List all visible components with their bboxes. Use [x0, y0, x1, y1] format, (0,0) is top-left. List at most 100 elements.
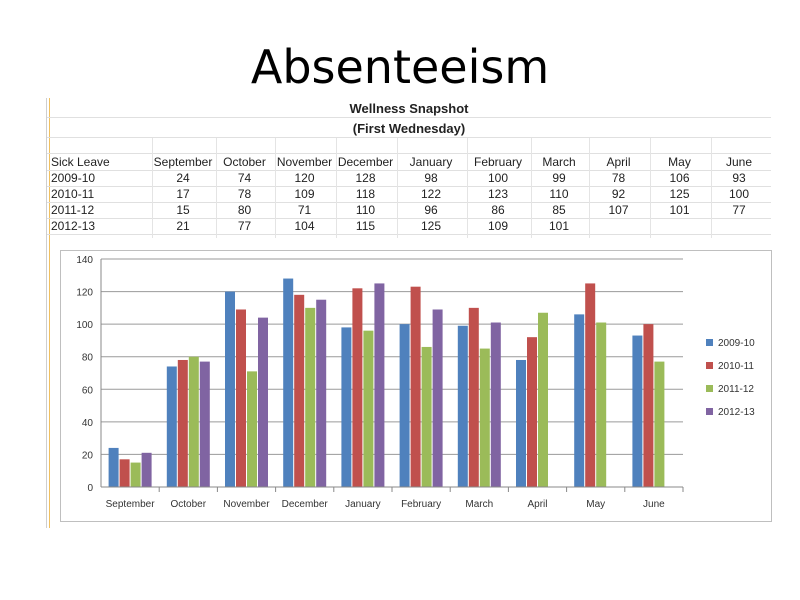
x-tick-label: December: [282, 499, 329, 510]
corner-label: Sick Leave: [51, 155, 110, 169]
row-label: 2012-13: [51, 219, 96, 233]
table-cell: [649, 218, 710, 234]
table-cell: 128: [355, 171, 376, 185]
y-tick-label: 80: [82, 353, 94, 364]
month-header: October: [223, 155, 266, 169]
table-cell: 92: [611, 187, 626, 201]
bar: [188, 356, 199, 487]
table-cell: 99: [552, 171, 566, 185]
x-tick-label: September: [106, 499, 156, 510]
table-cell: 100: [728, 187, 750, 201]
table-cell: 106: [669, 171, 690, 185]
table-cell: 125: [669, 187, 690, 201]
bar: [108, 447, 119, 487]
bar: [316, 299, 327, 487]
bar: [199, 361, 210, 487]
spreadsheet: Wellness Snapshot (First Wednesday) Sick…: [46, 98, 772, 528]
table-cell: 24: [176, 171, 190, 185]
table-cell: 86: [491, 203, 505, 217]
table-cell: 123: [487, 187, 509, 201]
bar: [432, 309, 443, 487]
bar: [654, 361, 665, 487]
table-cell: 109: [487, 219, 509, 233]
bar: [516, 359, 526, 487]
table-cell: 107: [608, 203, 629, 217]
x-tick-label: February: [401, 499, 441, 510]
legend-swatch: [706, 362, 713, 369]
month-header: December: [337, 155, 394, 169]
x-tick-label: October: [171, 499, 207, 510]
table-cell: 77: [732, 203, 746, 217]
bar: [374, 283, 385, 487]
legend-label: 2009-10: [718, 338, 755, 349]
table-cell: 109: [294, 187, 315, 201]
bar: [399, 324, 410, 487]
table-cell: 120: [294, 171, 315, 185]
table-cell: 98: [424, 171, 438, 185]
y-tick-label: 20: [82, 450, 94, 461]
slide-title: Absenteeism: [250, 40, 550, 94]
data-table: Sick Leave September October November De…: [51, 154, 768, 234]
table-cell: 80: [237, 203, 252, 217]
table-cell: 17: [176, 187, 190, 201]
x-tick-label: June: [643, 499, 665, 510]
month-header: September: [153, 155, 213, 169]
table-cell: 110: [549, 187, 569, 201]
table-cell: 78: [237, 187, 252, 201]
table-cell: 110: [355, 203, 376, 217]
bar: [352, 288, 363, 487]
table-cell: 101: [548, 219, 570, 233]
legend-swatch: [706, 408, 713, 415]
bar: [643, 324, 654, 487]
month-header: February: [473, 155, 523, 169]
bar: [258, 317, 268, 487]
table-cell: 77: [237, 219, 252, 233]
bar: [177, 359, 188, 487]
table-cell: 104: [294, 219, 315, 233]
table-cell: 74: [237, 171, 252, 185]
bar: [119, 459, 130, 487]
bar: [341, 327, 352, 487]
row-label: 2009-10: [51, 171, 96, 185]
bar: [294, 294, 305, 487]
table-cell: [588, 218, 649, 234]
month-header: November: [276, 155, 333, 169]
row-label: 2011-12: [51, 203, 95, 217]
chart-area: 0 20 40 60 80 100 120 140 September October Novemb…: [60, 250, 772, 522]
bar-chart: 0 20 40 60 80 100 120 140 September October Novemb…: [76, 255, 755, 510]
table-header-row: Sick Leave September October November De…: [51, 154, 768, 170]
bar: [305, 307, 316, 487]
table-cell: 21: [176, 219, 190, 233]
y-tick-label: 40: [82, 418, 94, 429]
y-tick-label: 140: [76, 255, 93, 266]
bar: [247, 371, 257, 487]
bar: [538, 312, 548, 487]
bar: [130, 462, 141, 487]
bar: [596, 322, 607, 487]
legend-label: 2010-11: [718, 361, 754, 372]
table-cell: 118: [355, 187, 376, 201]
bar: [363, 330, 374, 487]
y-tick-label: 120: [76, 288, 93, 299]
month-header: June: [725, 155, 753, 169]
bar: [457, 325, 468, 487]
row-label: 2010-11: [51, 187, 95, 201]
bar: [479, 348, 490, 487]
y-tick-label: 60: [82, 385, 94, 396]
x-tick-label: May: [586, 499, 605, 510]
sheet-subtitle: (First Wednesday): [352, 121, 466, 136]
month-header: January: [409, 155, 453, 169]
table-cell: 100: [487, 171, 509, 185]
table-cell: 15: [176, 203, 190, 217]
table-row: 2012-13 21 77 104 115 125 109 101: [51, 218, 768, 234]
legend-swatch: [706, 339, 713, 346]
x-tick-label: April: [527, 499, 547, 510]
table-cell: 125: [420, 219, 442, 233]
table-row: 2011-12 15 80 71 110 96 86 85 107 101 77: [51, 202, 768, 218]
month-header: April: [606, 155, 631, 169]
legend-label: 2011-12: [718, 384, 754, 395]
table-cell: 78: [611, 171, 626, 185]
table-cell: 115: [355, 219, 376, 233]
table-cell: 71: [297, 203, 312, 217]
bar: [574, 314, 585, 487]
